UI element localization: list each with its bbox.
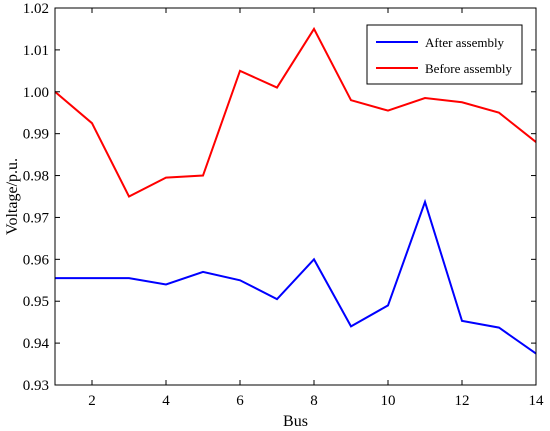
y-tick-label: 1.01 <box>23 43 49 59</box>
legend: After assembly Before assembly <box>366 24 523 85</box>
y-tick-label: 0.93 <box>23 378 49 394</box>
y-tick-label: 0.97 <box>23 210 50 226</box>
x-tick-label: 14 <box>529 393 545 409</box>
x-tick-label: 10 <box>381 393 396 409</box>
y-tick-label: 1.00 <box>23 85 49 101</box>
x-tick-label: 4 <box>162 393 170 409</box>
y-tick-label: 0.99 <box>23 127 49 143</box>
y-tick-label: 0.94 <box>23 336 50 352</box>
legend-label-before-assembly: Before assembly <box>425 61 513 76</box>
x-axis-label: Bus <box>283 413 308 430</box>
legend-box <box>366 24 523 85</box>
ticks-layer: 2 4 6 8 10 12 14 0.93 0.94 0.95 0.96 0.97 0.98 0.99 1.… <box>23 1 544 409</box>
x-tick-label: 2 <box>88 393 96 409</box>
x-tick-label: 12 <box>455 393 470 409</box>
y-axis-label: Voltage/p.u. <box>4 158 21 235</box>
x-tick-label: 8 <box>310 393 318 409</box>
series-line-after-assembly <box>55 198 537 355</box>
y-tick-label: 0.98 <box>23 169 49 185</box>
legend-label-after-assembly: After assembly <box>425 35 505 50</box>
y-tick-label: 0.96 <box>23 252 50 268</box>
y-tick-label: 1.02 <box>23 1 49 17</box>
plot-frame <box>54 7 537 386</box>
x-tick-label: 6 <box>236 393 244 409</box>
series-line-before-assembly <box>54 26 537 198</box>
series-layer <box>54 26 537 355</box>
y-tick-label: 0.95 <box>23 294 49 310</box>
